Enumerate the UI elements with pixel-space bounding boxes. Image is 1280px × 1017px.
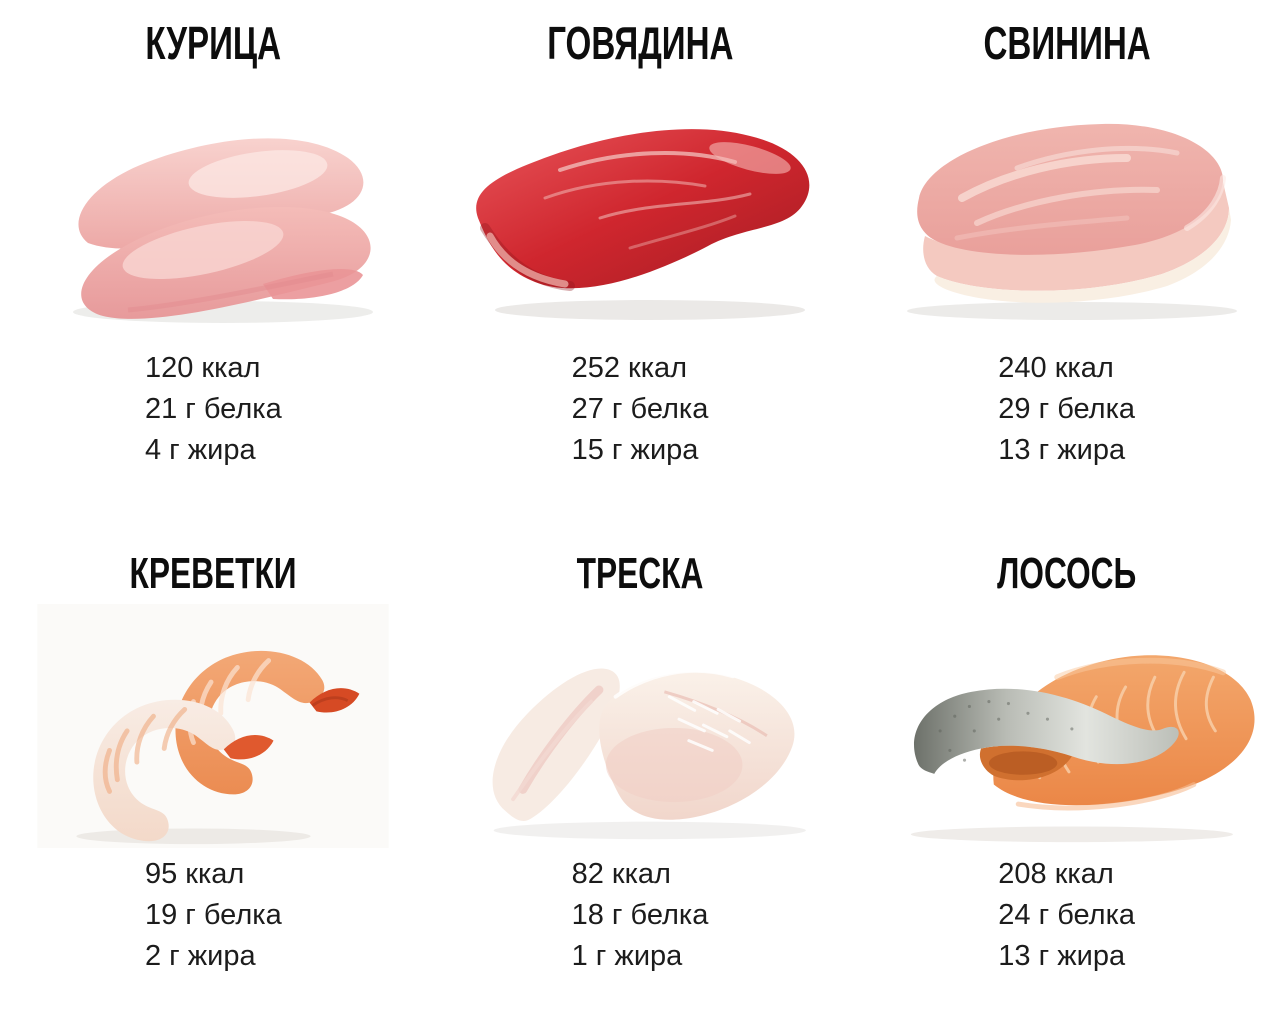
food-title: КРЕВЕТКИ <box>97 552 329 596</box>
kcal-value: 95 ккал <box>144 858 245 890</box>
cod-photo-icon <box>427 604 854 848</box>
protein-value: 21 г белка <box>144 393 282 425</box>
food-title-text: ЛОСОСЬ <box>997 549 1137 598</box>
nutrition-stats: 208 ккал 24 г белка 13 г жира <box>998 854 1135 977</box>
chicken-photo-icon <box>0 78 427 328</box>
nutrition-stats: 252 ккал 27 г белка 15 г жира <box>572 348 709 471</box>
food-title: ЛОСОСЬ <box>970 552 1163 596</box>
nutrition-stats: 82 ккал 18 г белка 1 г жира <box>572 854 709 977</box>
protein-value: 19 г белка <box>144 899 282 931</box>
food-title-text: ГОВЯДИНА <box>546 17 734 69</box>
food-title: СВИНИНА <box>951 20 1183 66</box>
nutrition-stats: 120 ккал 21 г белка 4 г жира <box>145 348 282 471</box>
food-title-text: ТРЕСКА <box>576 549 704 598</box>
salmon-illustration <box>910 655 1255 843</box>
fat-value: 13 г жира <box>998 434 1126 466</box>
protein-value: 18 г белка <box>571 899 709 931</box>
kcal-value: 252 ккал <box>571 352 688 384</box>
food-card-beef: ГОВЯДИНА 252 ккал 27 г бе <box>427 0 854 508</box>
fat-value: 15 г жира <box>571 434 699 466</box>
nutrition-stats: 95 ккал 19 г белка 2 г жира <box>145 854 282 977</box>
fat-value: 1 г жира <box>571 940 683 972</box>
protein-value: 27 г белка <box>571 393 709 425</box>
fat-value: 2 г жира <box>144 940 256 972</box>
pork-photo-icon <box>853 78 1280 328</box>
beef-illustration <box>476 129 810 320</box>
food-card-chicken: КУРИЦА 120 кка <box>0 0 427 508</box>
kcal-value: 208 ккал <box>998 858 1114 890</box>
cod-illustration <box>492 668 806 840</box>
nutrition-stats: 240 ккал 29 г белка 13 г жира <box>998 348 1135 471</box>
shrimp-illustration <box>37 604 390 848</box>
protein-value: 24 г белка <box>998 899 1136 931</box>
food-card-salmon: ЛОСОСЬ <box>853 508 1280 1017</box>
shrimp-photo-icon <box>0 604 427 848</box>
kcal-value: 82 ккал <box>571 858 671 890</box>
food-card-pork: СВИНИНА 240 ккал 29 г бел <box>853 0 1280 508</box>
food-card-shrimp: КРЕВЕТКИ <box>0 508 427 1017</box>
food-title: КУРИЦА <box>119 20 307 66</box>
salmon-photo-icon <box>853 604 1280 848</box>
kcal-value: 120 ккал <box>144 352 261 384</box>
food-title-text: КРЕВЕТКИ <box>129 549 297 598</box>
fat-value: 4 г жира <box>144 434 256 466</box>
food-title-text: КУРИЦА <box>145 17 282 69</box>
chicken-illustration <box>73 138 374 323</box>
food-card-cod: ТРЕСКА <box>427 508 854 1017</box>
pork-illustration <box>906 123 1237 320</box>
food-title-text: СВИНИНА <box>983 17 1151 69</box>
beef-photo-icon <box>427 78 854 328</box>
kcal-value: 240 ккал <box>998 352 1114 384</box>
protein-value: 29 г белка <box>998 393 1136 425</box>
fat-value: 13 г жира <box>998 940 1126 972</box>
food-title: ГОВЯДИНА <box>511 20 770 66</box>
food-title: ТРЕСКА <box>552 552 728 596</box>
